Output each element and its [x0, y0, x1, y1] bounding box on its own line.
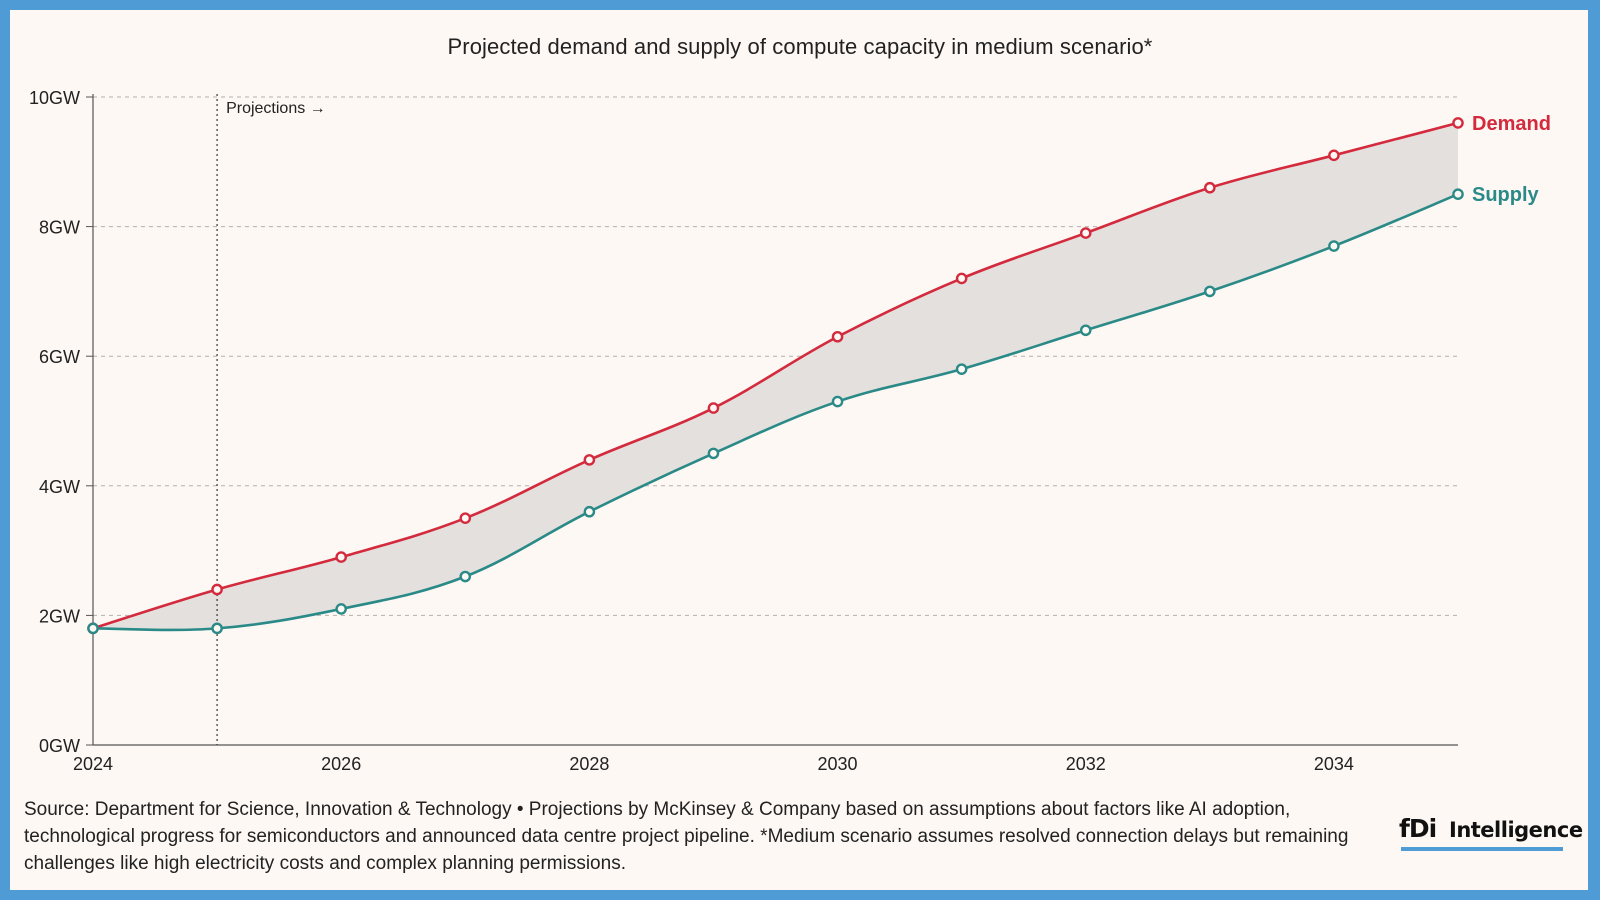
y-tick-label: 6GW — [39, 347, 80, 367]
data-point-supply — [211, 622, 223, 635]
fdi-intelligence-logo: fDi Intelligence — [1399, 814, 1583, 851]
data-point-demand — [707, 402, 720, 414]
gap-band — [93, 122, 1458, 630]
data-point-demand — [831, 330, 844, 343]
data-point-demand — [955, 272, 968, 285]
series-line-demand — [92, 121, 1459, 630]
y-tick-label: 4GW — [39, 477, 80, 497]
series-line-supply — [92, 193, 1459, 632]
data-point-supply — [707, 447, 720, 460]
x-tick-label: 2030 — [818, 754, 858, 774]
data-point-supply — [1328, 240, 1340, 252]
series-labels: Demand Supply — [1472, 113, 1551, 206]
logo-name: Intelligence — [1449, 818, 1583, 842]
x-tick-label: 2026 — [321, 754, 361, 774]
data-point-supply — [1204, 285, 1216, 298]
data-point-demand — [1328, 149, 1340, 162]
data-point-demand — [1079, 227, 1092, 239]
logo-underline — [1401, 847, 1563, 851]
data-point-supply — [335, 603, 347, 615]
series-label-supply: Supply — [1472, 184, 1540, 206]
source-note: Source: Department for Science, Innovati… — [24, 799, 1349, 874]
x-tick-label: 2034 — [1314, 754, 1354, 774]
series-points — [87, 117, 1464, 635]
data-point-supply — [459, 570, 472, 583]
data-point-supply — [1079, 324, 1092, 337]
data-point-demand — [211, 583, 223, 596]
projections-label: Projections → — [226, 100, 326, 117]
x-tick-label: 2032 — [1066, 754, 1106, 774]
data-point-demand — [583, 454, 596, 466]
series-label-demand: Demand — [1472, 113, 1551, 135]
data-point-supply — [87, 622, 99, 635]
data-point-supply — [831, 395, 844, 408]
logo-fdi: fDi — [1399, 814, 1437, 843]
data-point-supply — [955, 363, 968, 375]
data-point-supply — [583, 505, 596, 518]
series-lines — [92, 121, 1459, 632]
data-point-demand — [335, 551, 347, 563]
data-point-demand — [459, 512, 472, 525]
projections-annotation: Projections → — [216, 94, 326, 745]
y-tick-label: 10GW — [29, 88, 80, 108]
data-point-demand — [1452, 117, 1464, 129]
chart-title: Projected demand and supply of compute c… — [447, 34, 1153, 59]
y-tick-label: 8GW — [39, 218, 80, 238]
x-tick-label: 2024 — [73, 754, 113, 774]
data-point-demand — [1204, 181, 1216, 194]
y-tick-label: 0GW — [39, 736, 80, 756]
x-tick-label: 2028 — [569, 754, 609, 774]
gap-area — [93, 122, 1458, 630]
axes: 0GW 2GW 4GW 6GW 8GW 10GW 2024 2026 2028 2030 2032 2… — [29, 88, 1458, 774]
y-tick-label: 2GW — [39, 606, 80, 626]
data-point-supply — [1452, 188, 1464, 200]
